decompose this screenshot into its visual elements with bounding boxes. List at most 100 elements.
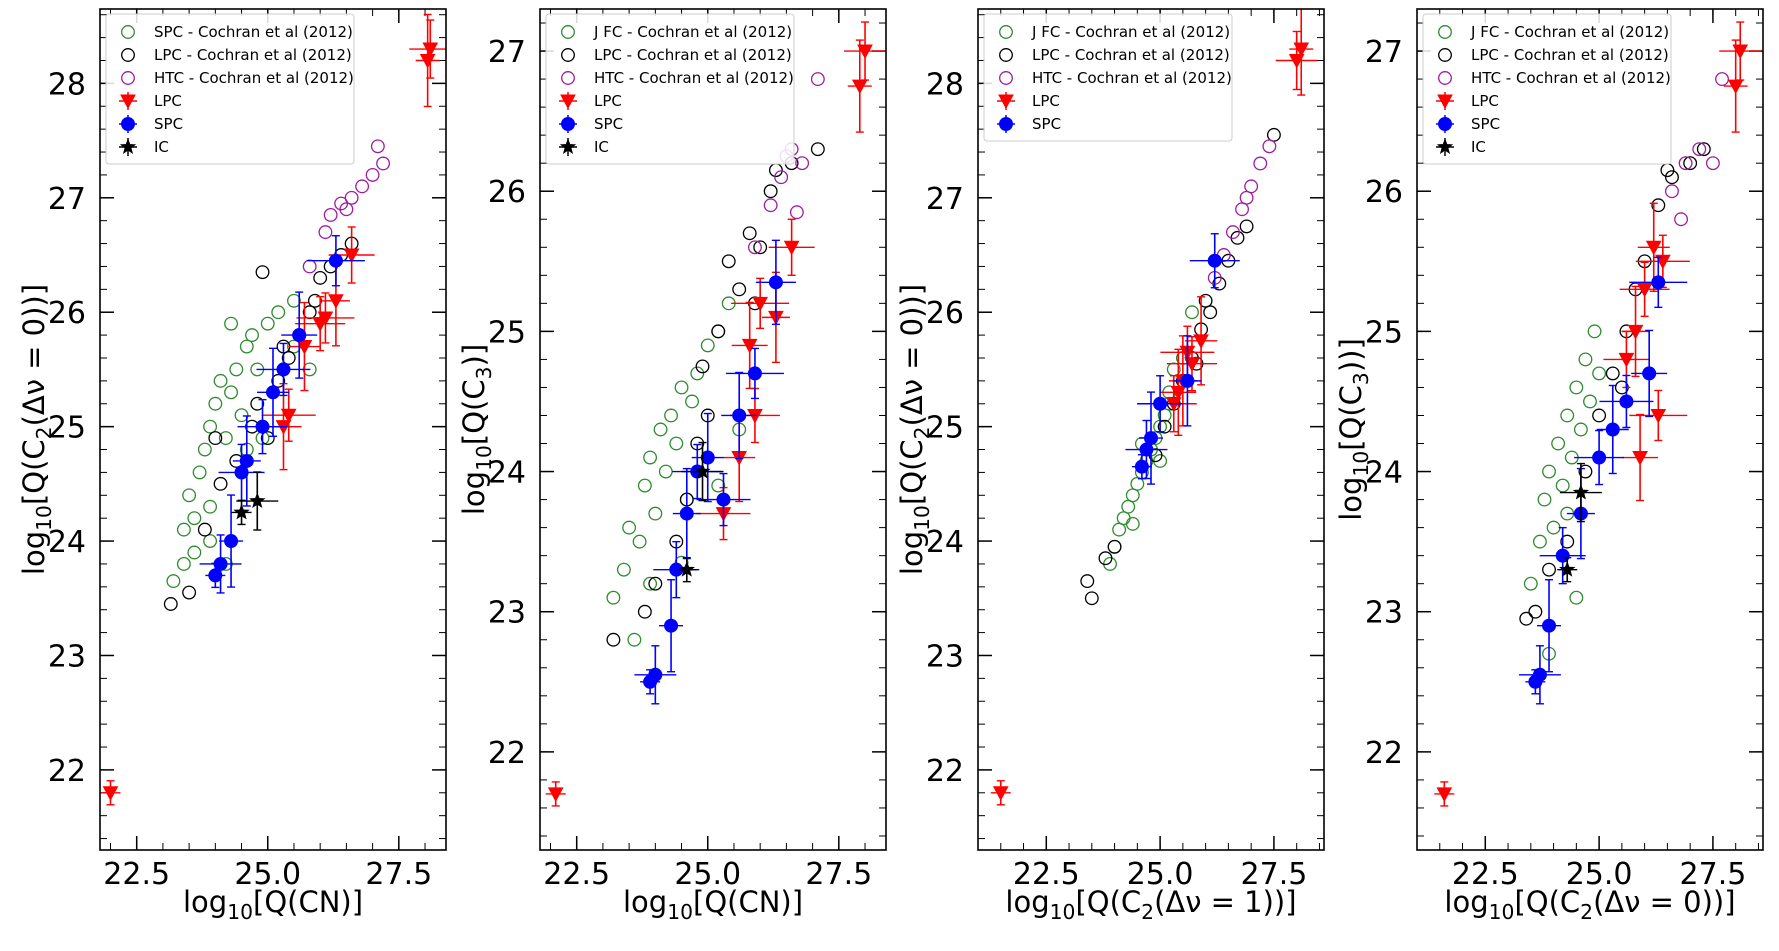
data-point — [187, 511, 202, 526]
y-tick-label: 27 — [48, 182, 86, 217]
legend: J FC - Cochran et al (2012) LPC - Cochran… — [1422, 13, 1672, 165]
data-point — [674, 380, 689, 395]
series-4 — [634, 239, 796, 705]
x-tick-label: 25.0 — [1566, 857, 1633, 892]
data-point — [700, 450, 715, 465]
data-point — [664, 408, 679, 423]
chart-panel-2: 22.5 25.0 27.5 22 23 24 25 26 27 log10[Q(CN)] log1… — [457, 8, 887, 924]
data-point — [234, 465, 249, 480]
data-point — [276, 362, 291, 377]
data-point — [1578, 352, 1593, 367]
y-tick-label: 25 — [926, 411, 964, 446]
data-point — [1732, 44, 1749, 60]
legend-marker — [1438, 71, 1452, 85]
data-point — [547, 787, 564, 802]
legend-entry: SPC - Cochran et al (2012) — [154, 23, 353, 41]
data-point — [679, 506, 694, 521]
data-point — [742, 226, 757, 241]
data-point — [1605, 422, 1620, 437]
data-point — [1537, 492, 1552, 507]
data-point — [622, 520, 637, 535]
y-tick-label: 26 — [488, 175, 526, 210]
legend-marker — [1438, 117, 1452, 131]
series-0 — [1523, 324, 1607, 661]
data-point — [627, 632, 642, 647]
series-4 — [199, 235, 365, 594]
data-point — [260, 316, 275, 331]
data-point — [741, 338, 758, 354]
plot-frame — [539, 8, 887, 851]
data-point — [1636, 282, 1653, 298]
data-point — [1696, 142, 1711, 157]
data-point — [1727, 79, 1744, 95]
y-tick-label: 22 — [926, 754, 964, 789]
legend-entry: SPC — [1471, 115, 1500, 133]
legend-marker — [561, 117, 575, 131]
data-point — [694, 462, 711, 479]
data-point — [1134, 459, 1149, 474]
data-point — [1569, 590, 1584, 605]
legend-marker — [1436, 138, 1454, 155]
legend-entry: LPC — [154, 92, 182, 110]
data-point — [1244, 179, 1259, 194]
data-point — [1660, 163, 1675, 178]
data-point — [1180, 373, 1195, 388]
legend-entry: LPC - Cochran et al (2012) — [154, 46, 352, 64]
data-point — [281, 351, 296, 365]
data-point — [1532, 534, 1547, 549]
data-point — [711, 324, 726, 339]
data-point — [166, 574, 181, 589]
data-point — [1555, 478, 1570, 493]
data-point — [1569, 380, 1584, 395]
data-point — [643, 450, 658, 465]
data-point — [1080, 574, 1095, 589]
data-point — [711, 478, 726, 493]
data-point — [810, 72, 825, 87]
data-point — [1583, 394, 1597, 409]
legend-marker — [121, 117, 135, 131]
data-point — [763, 184, 778, 199]
data-point — [1645, 240, 1662, 256]
y-tick-label: 24 — [48, 525, 86, 560]
data-point — [648, 667, 663, 682]
y-tick-label: 25 — [48, 411, 86, 446]
data-point — [632, 534, 647, 549]
data-point — [192, 465, 207, 480]
legend-entry: LPC — [594, 92, 622, 110]
data-point — [203, 419, 218, 434]
data-point — [789, 205, 804, 220]
legend-marker — [121, 25, 135, 39]
data-point — [753, 240, 768, 255]
legend-entry: HTC - Cochran et al (2012) — [1032, 69, 1232, 87]
data-point — [1262, 139, 1277, 154]
y-tick-label: 22 — [48, 754, 86, 789]
data-point — [1239, 219, 1254, 234]
data-point — [695, 359, 710, 374]
legend-marker — [1438, 25, 1452, 39]
data-point — [1642, 366, 1657, 381]
data-point — [1618, 352, 1635, 368]
data-point — [795, 156, 810, 171]
series-2 — [1664, 72, 1729, 227]
data-point — [1632, 451, 1648, 466]
data-point — [224, 316, 239, 331]
data-point — [187, 545, 202, 560]
y-tick-label: 24 — [488, 456, 526, 491]
x-axis-label: log10[Q(CN)] — [623, 885, 803, 924]
data-point — [239, 453, 254, 468]
legend: SPC - Cochran et al (2012) LPC - Cochran … — [105, 13, 355, 165]
legend-entry: LPC — [1471, 92, 1499, 110]
data-point — [224, 534, 239, 549]
x-tick-label: 22.5 — [543, 857, 610, 892]
chart-panel-1: 22.5 25.0 27.5 22 23 24 25 26 27 28 log10[Q(CN)] lo… — [17, 8, 447, 924]
x-tick-label: 22.5 — [103, 857, 170, 892]
plot-area — [100, 13, 446, 806]
data-point — [203, 499, 218, 514]
data-point — [1203, 305, 1218, 320]
legend-entry: LPC - Cochran et al (2012) — [1032, 46, 1230, 64]
data-point — [1542, 562, 1556, 577]
data-point — [271, 373, 286, 388]
data-point — [1436, 787, 1453, 802]
data-point — [208, 396, 223, 411]
data-point — [700, 338, 715, 353]
